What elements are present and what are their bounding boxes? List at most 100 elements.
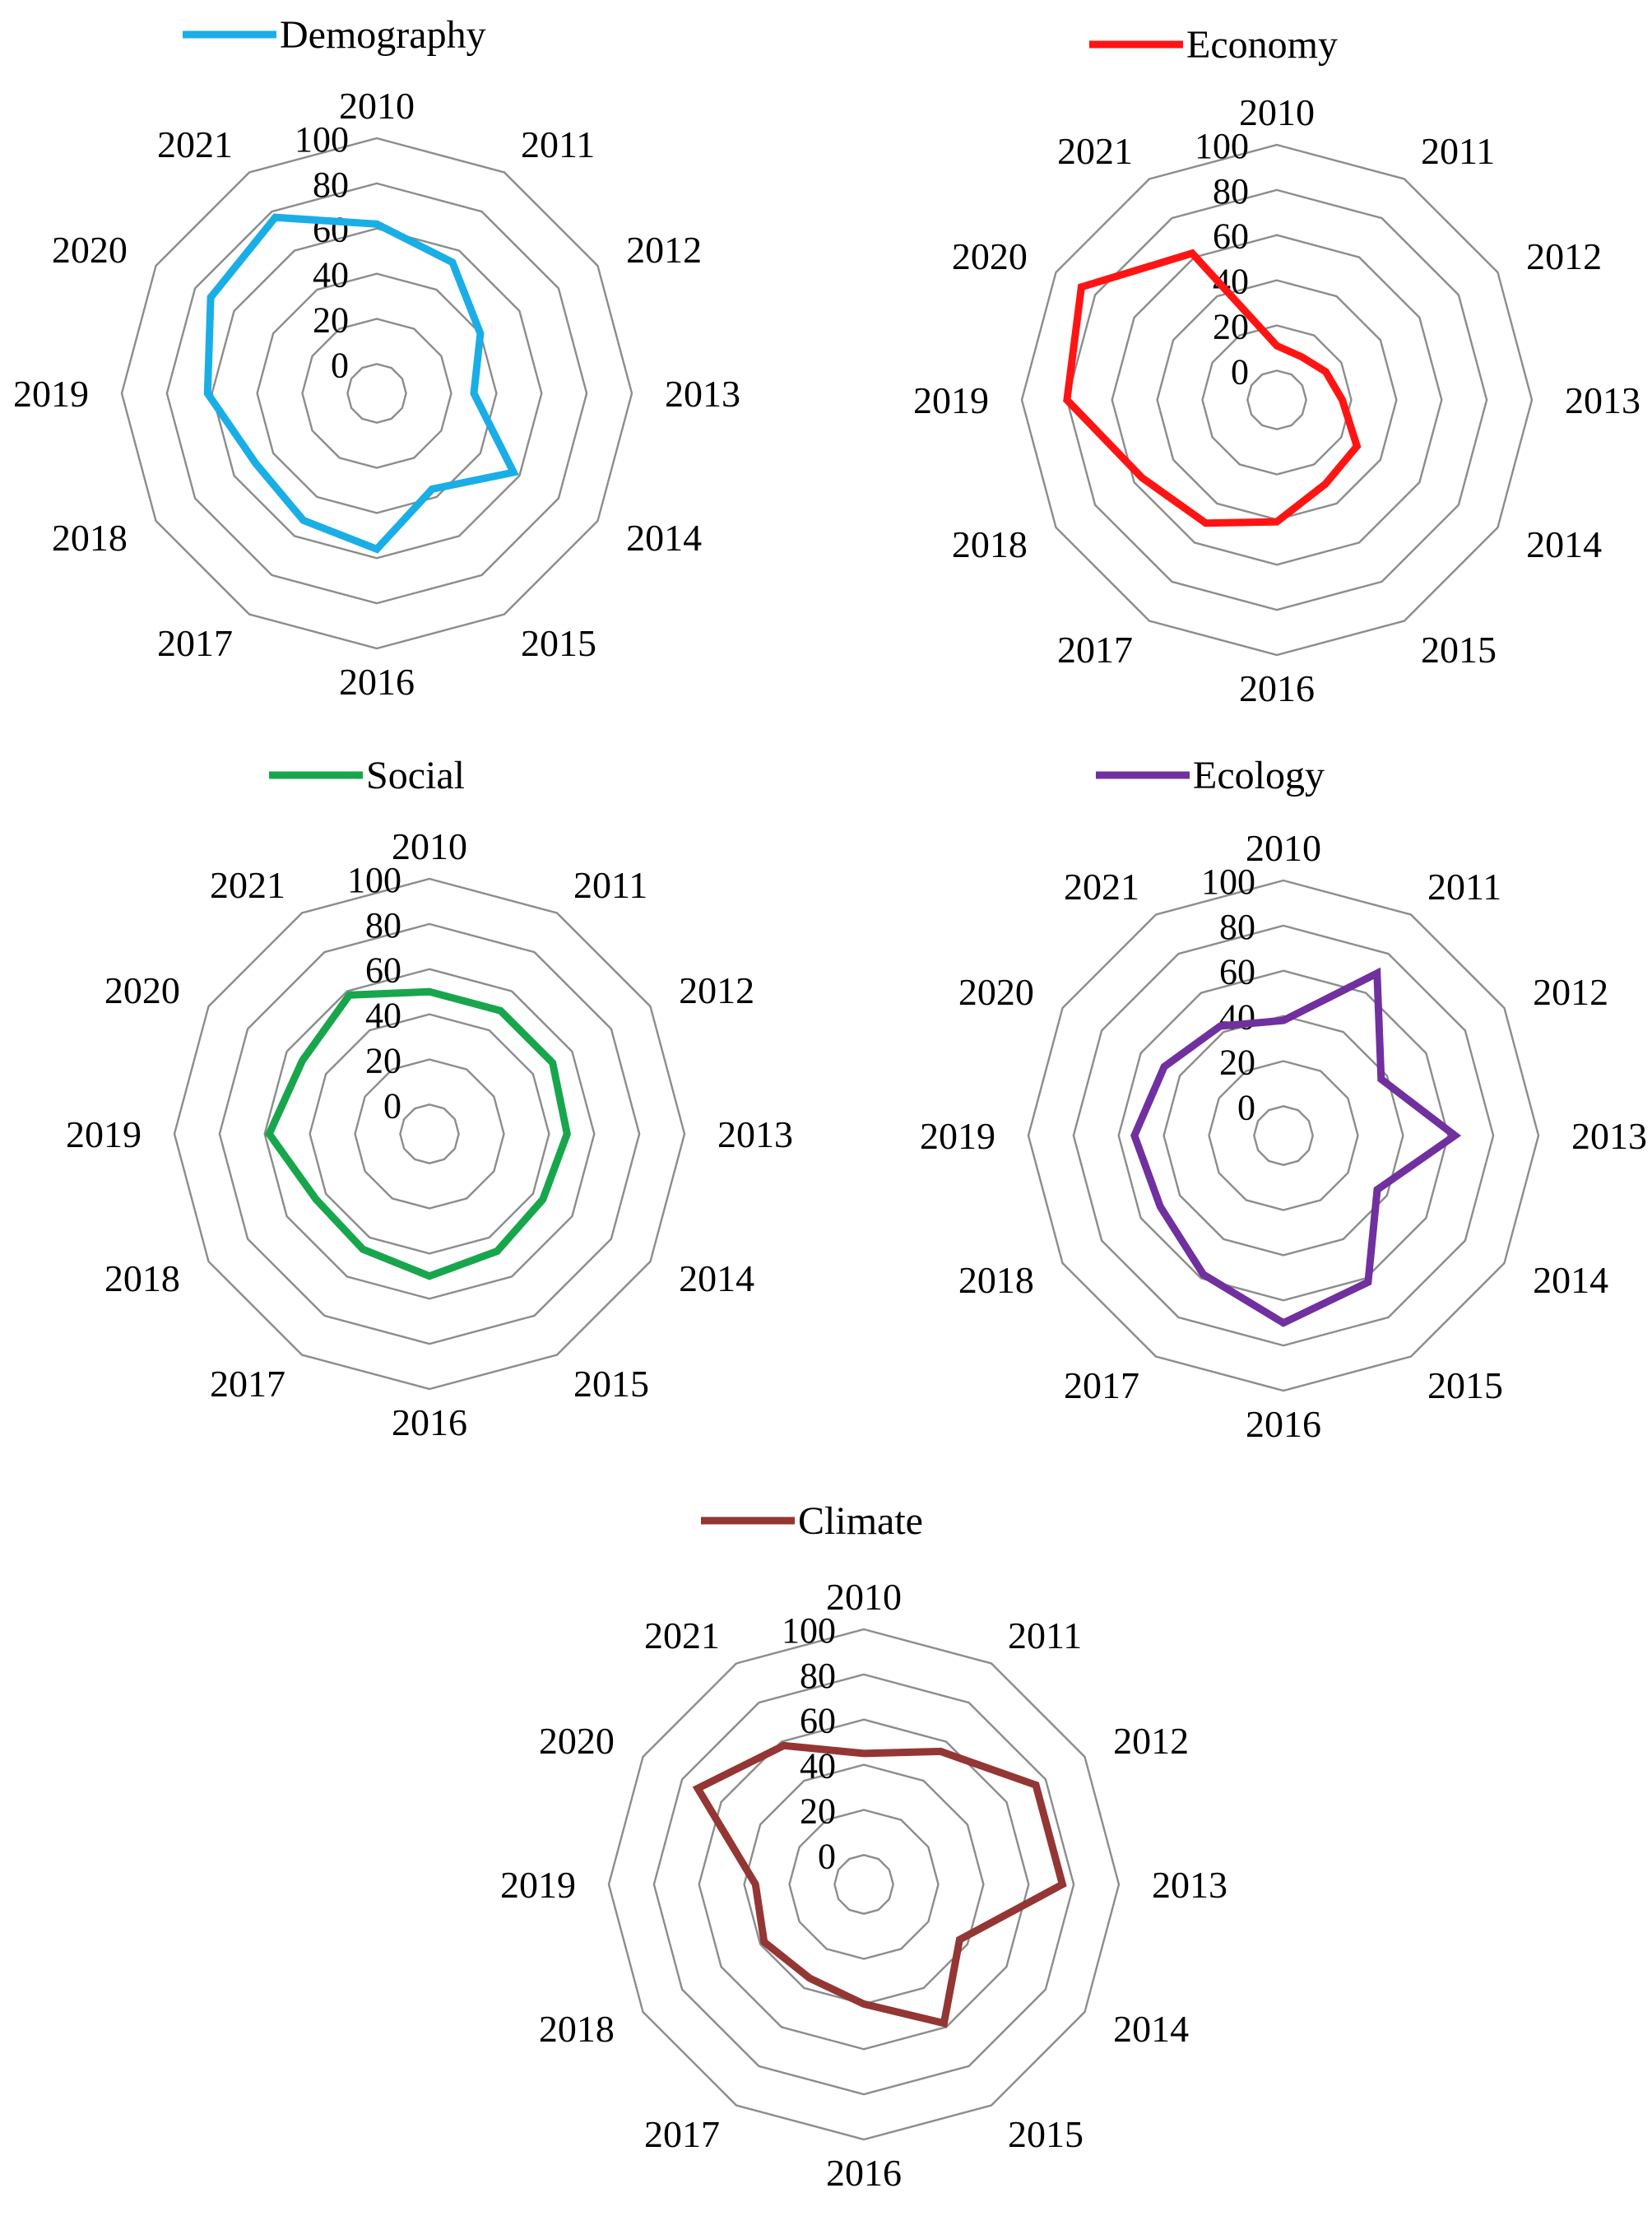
year-label: 2014 [1113, 2008, 1189, 2050]
year-label: 2014 [626, 517, 702, 559]
grid-ring [788, 1809, 940, 1960]
grid-ring [652, 1673, 1075, 2096]
year-label: 2018 [104, 1257, 180, 1299]
year-label: 2017 [1057, 629, 1133, 671]
grid-ring [1065, 188, 1488, 611]
grid-ring [1208, 1060, 1359, 1211]
radial-tick-label: 100 [1195, 126, 1249, 166]
radial-tick-label: 0 [1231, 351, 1249, 392]
grid-ring [1020, 143, 1534, 657]
legend: Social [269, 754, 465, 797]
year-label: 2015 [1427, 1364, 1503, 1406]
grid-ring [263, 968, 596, 1300]
grid-ring [301, 318, 452, 469]
radial-tick-label: 40 [1219, 997, 1255, 1038]
year-label: 2011 [1008, 1614, 1082, 1656]
series-line-ecology [1130, 967, 1462, 1327]
radial-tick-label: 0 [1237, 1087, 1255, 1127]
radial-tick-label: 80 [800, 1656, 836, 1696]
radial-tick-label: 60 [1219, 952, 1255, 992]
year-label: 2016 [1246, 1403, 1321, 1445]
legend-label: Economy [1186, 23, 1338, 67]
year-label: 2015 [521, 622, 596, 664]
year-label: 2020 [52, 229, 128, 271]
year-label: 2015 [573, 1363, 649, 1405]
legend: Demography [183, 13, 486, 57]
grid-ring [1111, 234, 1443, 566]
grid-ring [1027, 879, 1540, 1392]
series-line-social [265, 987, 571, 1280]
radial-tick-label: 80 [365, 905, 401, 945]
year-label: 2014 [679, 1257, 754, 1299]
series-line-climate [692, 1741, 1067, 2028]
legend-label: Demography [280, 13, 486, 57]
year-label: 2021 [210, 864, 285, 906]
year-label: 2014 [1533, 1259, 1608, 1301]
radial-tick-label: 20 [800, 1791, 836, 1832]
grid-ring [1162, 1015, 1404, 1257]
grid-ring [1201, 324, 1353, 476]
grid-ring [309, 1013, 550, 1255]
legend: Economy [1089, 23, 1338, 67]
grid-ring [211, 227, 543, 560]
year-label: 2011 [1427, 866, 1501, 908]
year-label: 2019 [913, 379, 989, 421]
year-label: 2017 [1064, 1364, 1139, 1406]
radial-tick-label: 20 [365, 1041, 401, 1081]
year-label: 2020 [958, 971, 1034, 1013]
year-label: 2010 [339, 85, 415, 127]
year-label: 2010 [1239, 91, 1315, 133]
grid-ring [1117, 969, 1450, 1302]
year-label: 2013 [1571, 1115, 1647, 1157]
series-line-demography [203, 213, 519, 554]
radial-tick-label: 80 [1219, 907, 1255, 947]
year-label: 2010 [392, 825, 467, 867]
legend: Ecology [1096, 754, 1325, 797]
year-label: 2013 [717, 1113, 793, 1155]
grid-ring [607, 1628, 1121, 2141]
grid-ring [346, 363, 407, 424]
grid-ring [218, 922, 641, 1345]
year-label: 2013 [1565, 379, 1640, 421]
year-label: 2011 [573, 864, 647, 906]
year-label: 2021 [644, 1614, 720, 1656]
series-line-economy [1063, 249, 1362, 527]
year-label: 2018 [52, 517, 128, 559]
radial-tick-label: 0 [818, 1836, 836, 1876]
year-label: 2017 [644, 2113, 720, 2155]
grid-ring [165, 182, 588, 605]
year-label: 2010 [826, 1576, 902, 1618]
radial-tick-label: 100 [782, 1610, 836, 1651]
year-label: 2019 [920, 1115, 995, 1157]
grid-ring [1156, 279, 1398, 521]
grid-ring [399, 1103, 460, 1164]
year-label: 2020 [539, 1720, 615, 1762]
grid-ring [1072, 924, 1495, 1347]
year-label: 2021 [157, 123, 233, 165]
year-label: 2018 [958, 1259, 1034, 1301]
grid-ring [256, 272, 498, 514]
radar-chart-climate: 0204060801002010201120122013201420152016… [500, 1499, 1227, 2194]
radial-tick-label: 40 [365, 996, 401, 1036]
radial-tick-label: 0 [383, 1085, 401, 1126]
grid-ring [1246, 369, 1307, 430]
radial-tick-label: 40 [313, 255, 349, 295]
year-label: 2017 [157, 622, 233, 664]
radial-tick-label: 60 [365, 950, 401, 991]
radial-tick-label: 100 [1201, 862, 1255, 902]
year-label: 2017 [210, 1363, 285, 1405]
legend: Climate [701, 1499, 923, 1543]
year-label: 2016 [392, 1401, 467, 1443]
year-label: 2011 [521, 123, 595, 165]
radial-tick-label: 20 [313, 300, 349, 341]
year-label: 2015 [1008, 2113, 1084, 2155]
year-label: 2019 [13, 373, 89, 415]
year-label: 2013 [665, 373, 740, 415]
year-label: 2020 [952, 235, 1028, 277]
legend-label: Climate [798, 1499, 923, 1543]
